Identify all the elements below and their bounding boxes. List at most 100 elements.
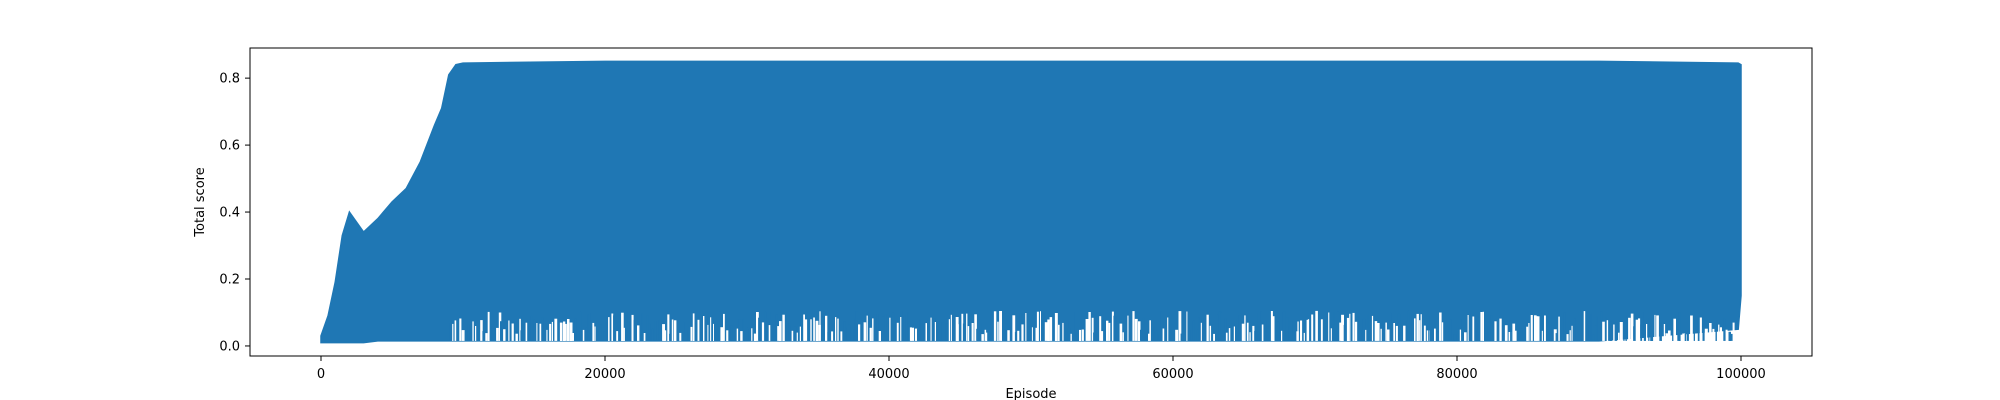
series-texture-stroke [549, 323, 552, 341]
series-texture-stroke [1389, 312, 1392, 341]
x-axis: 0 20000 40000 60000 80000 100000 [317, 356, 1766, 382]
series-texture-stroke [1160, 311, 1162, 341]
series-texture-stroke [1122, 332, 1125, 341]
series-texture-stroke [753, 333, 757, 341]
series-texture-stroke [789, 325, 791, 341]
series-texture-stroke [854, 318, 856, 341]
series-texture-stroke [1270, 311, 1273, 341]
series-texture-stroke [1464, 332, 1467, 341]
series-texture-stroke [1300, 320, 1303, 341]
series-texture-stroke [957, 324, 959, 341]
series-texture-stroke [796, 332, 798, 341]
series-texture-stroke [1067, 327, 1071, 341]
series-texture-stroke [1623, 325, 1625, 341]
series-texture-stroke [491, 324, 493, 341]
series-texture-stroke [872, 318, 874, 341]
series-texture-stroke [917, 328, 919, 341]
series-texture-stroke [1497, 325, 1499, 341]
series-texture-stroke [1103, 318, 1106, 341]
series-texture-stroke [843, 321, 846, 341]
series-texture-stroke [1693, 322, 1695, 341]
y-tick-label: 0.0 [219, 339, 240, 354]
series-texture-stroke [1099, 316, 1102, 341]
series-texture-stroke [1444, 322, 1446, 341]
series-texture-stroke [467, 324, 470, 341]
series-texture-stroke [651, 328, 654, 341]
series-texture-stroke [1362, 318, 1366, 341]
series-texture-stroke [1665, 333, 1669, 341]
series-texture-stroke [464, 331, 468, 341]
series-texture-stroke [911, 327, 914, 341]
series-texture-stroke [1036, 311, 1039, 341]
series-texture-stroke [713, 323, 714, 341]
series-texture-stroke [1049, 317, 1053, 341]
series-texture-stroke [1569, 330, 1571, 341]
series-texture-stroke [919, 319, 921, 341]
series-texture-stroke [605, 321, 607, 341]
series-texture-stroke [674, 320, 677, 341]
series-texture-stroke [1549, 334, 1553, 341]
series-texture-stroke [1218, 311, 1222, 341]
y-axis: 0.0 0.2 0.4 0.6 0.8 [219, 72, 250, 354]
series-texture-stroke [1330, 328, 1332, 341]
series-texture-stroke [1530, 315, 1533, 341]
series-texture-stroke [1614, 322, 1618, 341]
series-texture-stroke [1451, 319, 1455, 341]
series-texture-stroke [1244, 315, 1246, 341]
series-texture-stroke [1325, 319, 1329, 341]
series-texture-stroke [1052, 331, 1056, 341]
series-texture-stroke [1397, 313, 1401, 341]
series-texture-stroke [1142, 317, 1145, 341]
series-texture-stroke [775, 314, 778, 341]
series-texture-stroke [1586, 324, 1589, 341]
series-texture-stroke [577, 329, 580, 341]
series-texture-stroke [858, 324, 861, 341]
series-texture-stroke [945, 323, 948, 341]
series-texture-stroke [546, 329, 548, 341]
series-texture-stroke [736, 328, 739, 341]
series-texture-stroke [1492, 329, 1495, 341]
series-texture-stroke [1095, 313, 1097, 341]
y-axis-label: Total score [193, 167, 208, 237]
series-texture-stroke [1654, 314, 1656, 341]
series-texture-stroke [907, 312, 909, 341]
series-texture-stroke [520, 330, 522, 341]
series-texture-stroke [1635, 319, 1639, 341]
series-texture-stroke [1715, 320, 1717, 341]
series-texture-stroke [1357, 316, 1359, 341]
series-texture-stroke [1650, 326, 1654, 341]
series-texture-stroke [1225, 332, 1228, 341]
plot-area [320, 60, 1742, 344]
series-texture-stroke [1551, 328, 1553, 341]
series-texture-stroke [480, 320, 483, 341]
x-axis-label: Episode [1005, 387, 1056, 400]
series-texture-stroke [631, 314, 634, 341]
series-texture-stroke [470, 330, 473, 341]
series-texture-stroke [726, 330, 729, 341]
series-texture-stroke [1663, 324, 1666, 341]
series-texture-stroke [1590, 313, 1592, 341]
series-texture-stroke [1725, 329, 1728, 341]
series-texture-stroke [611, 313, 614, 341]
series-texture-stroke [943, 324, 945, 341]
series-texture-stroke [884, 314, 887, 341]
series-texture-stroke [1423, 325, 1426, 341]
series-texture-stroke [1066, 320, 1069, 341]
series-texture-stroke [923, 327, 926, 341]
series-texture-stroke [1116, 315, 1120, 341]
series-texture-stroke [539, 323, 542, 341]
series-texture-stroke [1365, 329, 1367, 341]
series-texture-stroke [1285, 317, 1289, 341]
series-texture-stroke [594, 326, 596, 341]
series-texture-stroke [1019, 313, 1022, 341]
series-texture-stroke [1445, 326, 1449, 341]
series-texture-stroke [1323, 327, 1326, 341]
series-texture-stroke [679, 332, 682, 341]
series-texture-stroke [1449, 319, 1453, 341]
series-texture-stroke [1138, 321, 1141, 341]
series-texture-stroke [1728, 331, 1731, 341]
series-texture-stroke [585, 327, 588, 341]
series-texture-stroke [1602, 321, 1605, 341]
series-texture-stroke [1111, 311, 1114, 341]
series-texture-stroke [472, 321, 474, 341]
